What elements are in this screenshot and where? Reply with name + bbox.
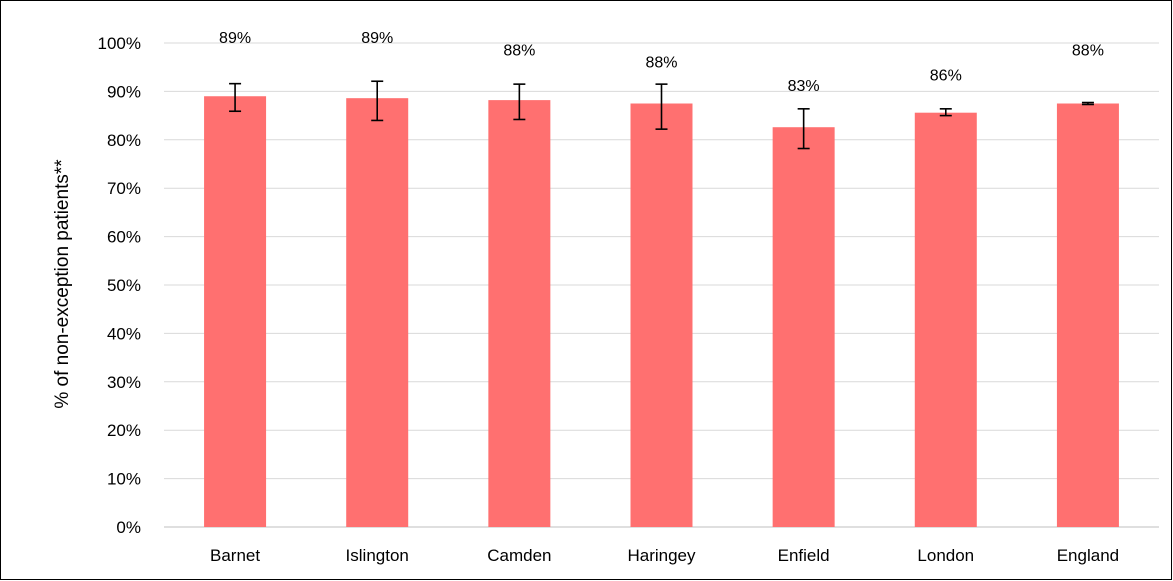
y-tick-label: 100% [98, 34, 141, 53]
y-tick-label: 30% [107, 373, 141, 392]
bar-england [1056, 103, 1119, 527]
y-tick-label: 80% [107, 131, 141, 150]
y-tick-label: 90% [107, 82, 141, 101]
y-tick-label: 50% [107, 276, 141, 295]
category-label: Camden [487, 546, 551, 565]
category-label: London [917, 546, 974, 565]
data-label: 88% [645, 54, 677, 71]
bars [204, 96, 1119, 528]
error-bar-barnet [229, 82, 242, 113]
category-label: England [1057, 546, 1119, 565]
data-labels: 89% 89% 88% 88% 83% 86% 88% [219, 30, 1104, 95]
data-label: 89% [361, 30, 393, 47]
data-label: 88% [503, 42, 535, 59]
error-bar-islington [371, 80, 384, 122]
y-axis-title: % of non-exception patients** [52, 159, 73, 409]
data-label: 83% [788, 78, 820, 95]
error-bar-camden [513, 83, 526, 121]
error-bar-haringey [655, 83, 668, 130]
y-tick-label: 10% [107, 470, 141, 489]
data-label: 88% [1072, 42, 1104, 59]
data-label: 86% [930, 67, 962, 84]
y-tick-label: 60% [107, 228, 141, 247]
bar-islington [346, 98, 409, 528]
error-bar-enfield [797, 108, 810, 150]
error-bar-england [1081, 101, 1094, 106]
error-bar-london [939, 108, 952, 117]
y-tick-label: 40% [107, 324, 141, 343]
bar-london [914, 112, 977, 528]
data-label: 89% [219, 30, 251, 47]
bar-enfield [772, 127, 835, 527]
y-tick-label: 0% [116, 518, 141, 537]
y-axis-ticks: 0% 10% 20% 30% 40% 50% 60% 70% 80% 90% 100% [98, 34, 141, 537]
category-label: Islington [346, 546, 409, 565]
error-bars [229, 80, 1094, 150]
y-tick-label: 20% [107, 421, 141, 440]
category-label: Barnet [210, 546, 260, 565]
category-label: Enfield [778, 546, 830, 565]
y-tick-label: 70% [107, 179, 141, 198]
bar-barnet [204, 96, 267, 528]
bar-haringey [630, 103, 693, 527]
x-axis-categories: Barnet Islington Camden Haringey Enfield Lond… [210, 546, 1119, 565]
category-label: Haringey [627, 546, 696, 565]
bar-camden [488, 100, 551, 527]
